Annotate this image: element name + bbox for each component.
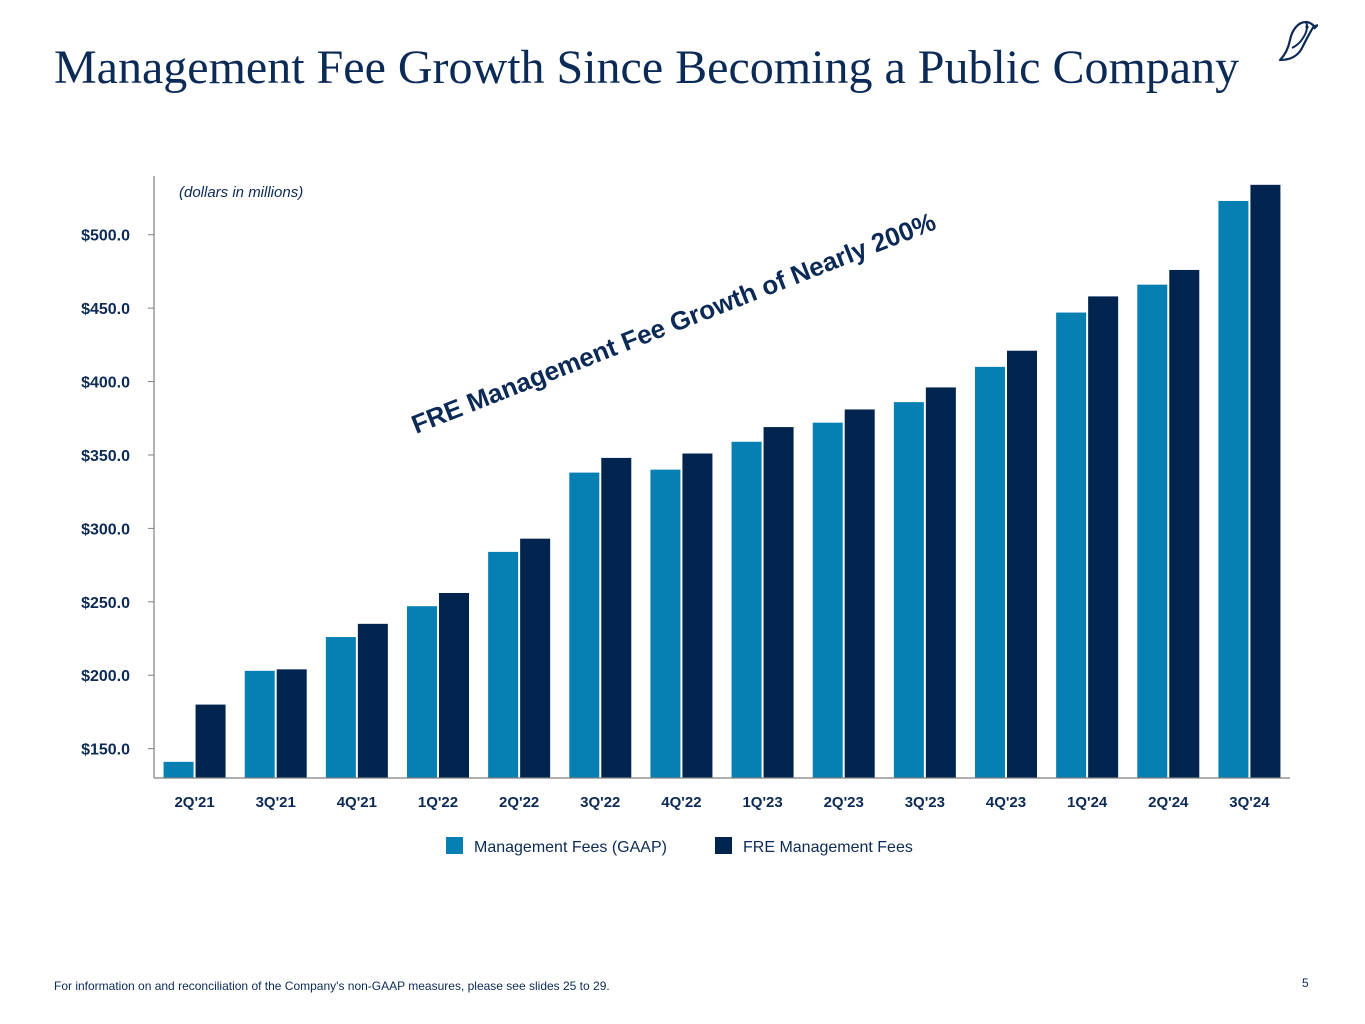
page-number: 5 — [1302, 976, 1309, 990]
x-tick-label: 3Q'24 — [1229, 794, 1270, 811]
x-tick-label: 3Q'23 — [905, 794, 945, 811]
y-tick-label: $500.0 — [81, 228, 130, 245]
bar-management-fees-gaap — [244, 670, 275, 778]
bar-management-fees-gaap — [893, 402, 924, 778]
x-tick-label: 1Q'23 — [742, 794, 782, 811]
y-tick-label: $350.0 — [81, 448, 130, 465]
bar-management-fees-gaap — [812, 422, 843, 778]
bar-fre-management-fees — [601, 457, 632, 778]
bar-fre-management-fees — [195, 704, 226, 778]
x-tick-label: 1Q'24 — [1067, 794, 1108, 811]
y-axis: $150.0 $200.0 $250.0 $300.0 $350.0 $400.0 $450… — [81, 176, 155, 778]
x-tick-label: 3Q'22 — [580, 794, 620, 811]
x-tick-label: 4Q'22 — [661, 794, 701, 811]
page-title: Management Fee Growth Since Becoming a P… — [54, 41, 1240, 94]
y-tick-label: $450.0 — [81, 301, 130, 318]
bar-fre-management-fees — [1169, 269, 1200, 778]
y-tick-label: $150.0 — [81, 742, 130, 759]
x-tick-label: 1Q'22 — [418, 794, 458, 811]
bar-management-fees-gaap — [163, 761, 194, 778]
bar-management-fees-gaap — [1056, 312, 1087, 778]
bar-management-fees-gaap — [731, 441, 762, 778]
y-tick-label: $250.0 — [81, 595, 130, 612]
y-tick-label: $300.0 — [81, 521, 130, 538]
bar-management-fees-gaap — [569, 472, 600, 778]
bars — [163, 184, 1281, 779]
bar-management-fees-gaap — [975, 366, 1005, 778]
bar-management-fees-gaap — [488, 551, 519, 778]
bar-fre-management-fees — [763, 427, 794, 778]
bar-fre-management-fees — [520, 538, 551, 778]
x-tick-label: 4Q'23 — [986, 794, 1026, 811]
bar-fre-management-fees — [925, 387, 956, 778]
x-tick-label: 3Q'21 — [256, 794, 296, 811]
bar-fre-management-fees — [1250, 184, 1281, 778]
bar-management-fees-gaap — [650, 469, 681, 778]
y-tick-label: $200.0 — [81, 668, 130, 685]
bar-fre-management-fees — [357, 623, 388, 778]
footnote: For information on and reconciliation of… — [54, 979, 610, 993]
bird-logo-icon — [1278, 20, 1318, 62]
bar-management-fees-gaap — [407, 606, 437, 778]
legend: Management Fees (GAAP) FRE Management Fee… — [446, 837, 913, 856]
x-tick-label: 4Q'21 — [337, 794, 377, 811]
bar-fre-management-fees — [439, 592, 469, 778]
bar-management-fees-gaap — [1218, 200, 1249, 779]
bar-fre-management-fees — [682, 453, 713, 778]
bar-fre-management-fees — [1007, 350, 1037, 778]
bar-fre-management-fees — [276, 669, 307, 778]
legend-swatch — [446, 837, 463, 854]
x-tick-label: 2Q'21 — [174, 794, 214, 811]
legend-swatch — [715, 837, 732, 854]
x-tick-label: 2Q'24 — [1148, 794, 1189, 811]
y-tick-label: $400.0 — [81, 375, 130, 392]
x-axis: 2Q'21 3Q'21 4Q'21 1Q'22 2Q'22 3Q'22 4Q'22 1Q'23… — [154, 777, 1290, 811]
bar-fre-management-fees — [1088, 296, 1119, 778]
bar-management-fees-gaap — [1137, 284, 1168, 778]
legend-label: FRE Management Fees — [743, 839, 913, 856]
x-tick-label: 2Q'23 — [824, 794, 864, 811]
unit-note: (dollars in millions) — [179, 184, 303, 201]
growth-annotation: FRE Management Fee Growth of Nearly 200% — [407, 206, 940, 439]
bar-management-fees-gaap — [325, 637, 356, 778]
bar-fre-management-fees — [844, 409, 875, 778]
x-tick-label: 2Q'22 — [499, 794, 539, 811]
legend-label: Management Fees (GAAP) — [474, 839, 667, 856]
